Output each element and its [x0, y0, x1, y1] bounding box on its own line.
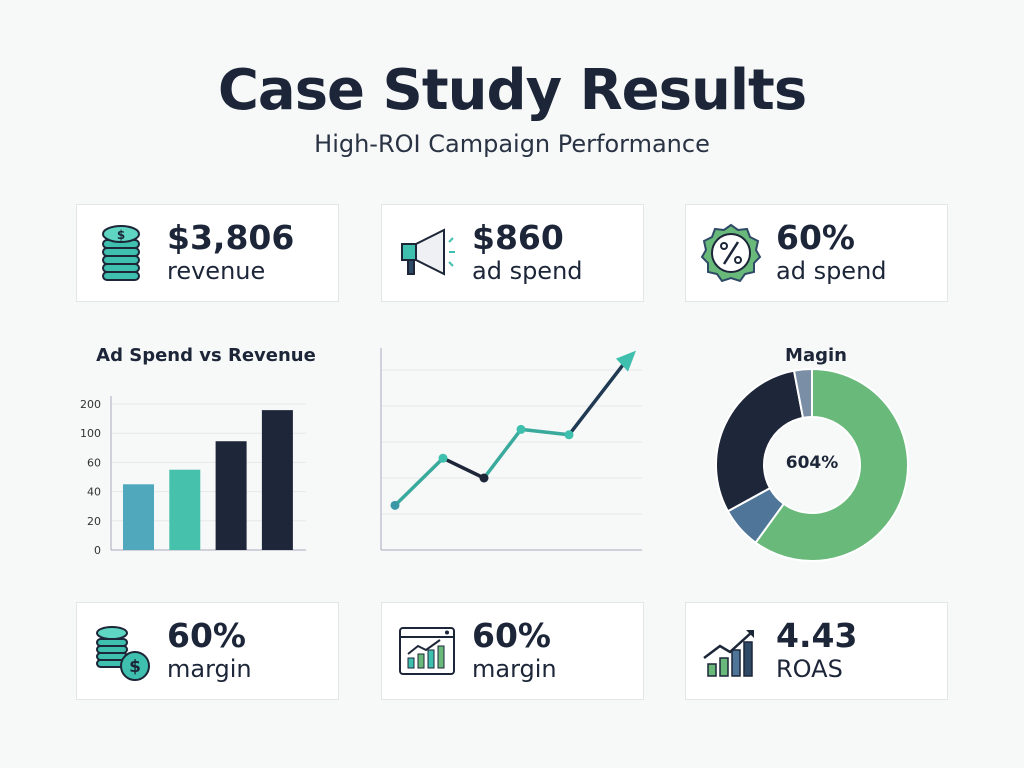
bar-chart-title: Ad Spend vs Revenue	[96, 345, 316, 366]
bar	[261, 410, 293, 550]
bar	[215, 441, 247, 550]
kpi-label: margin	[472, 655, 557, 683]
donut-slice	[792, 367, 813, 420]
data-point	[479, 473, 489, 483]
megaphone-icon	[401, 228, 455, 276]
donut-slice	[754, 367, 909, 562]
kpi-value: 60%	[776, 218, 855, 257]
y-tick-label: 100	[80, 427, 101, 440]
kpi-card-roas: 4.43 ROAS	[685, 602, 948, 700]
kpi-value: 4.43	[776, 616, 858, 655]
donut-slice	[715, 369, 805, 513]
kpi-label: revenue	[167, 257, 266, 285]
growth-bars-icon	[703, 630, 754, 677]
kpi-value: $3,806	[167, 218, 295, 257]
kpi-value: 60%	[472, 616, 551, 655]
svg-text:$: $	[117, 228, 125, 242]
data-point	[438, 453, 448, 463]
percent-badge-icon	[700, 223, 762, 283]
kpi-card-margin: $ 60% margin	[76, 602, 339, 700]
coin-stack-icon: $	[102, 225, 140, 281]
y-tick-label: 60	[87, 456, 101, 469]
data-point	[516, 424, 526, 434]
kpi-card-margin-2: 60% margin	[381, 602, 644, 700]
kpi-card-percent: 60% ad spend	[685, 204, 948, 302]
y-tick-label: 0	[94, 544, 101, 557]
browser-chart-icon	[399, 627, 455, 675]
bar	[123, 484, 154, 550]
line-segment	[441, 456, 486, 480]
kpi-label: ad spend	[472, 257, 583, 285]
y-tick-label: 20	[87, 515, 101, 528]
kpi-label: ad spend	[776, 257, 887, 285]
page-title: Case Study Results	[217, 58, 807, 123]
data-point	[390, 500, 400, 510]
kpi-label: ROAS	[776, 655, 843, 683]
kpi-card-revenue: $ $3,806 revenue	[76, 204, 339, 302]
kpi-card-ad-spend: $860 ad spend	[381, 204, 644, 302]
line-segment	[393, 456, 445, 508]
bar	[169, 469, 201, 550]
data-point	[564, 430, 574, 440]
page-subtitle: High-ROI Campaign Performance	[314, 130, 710, 158]
y-tick-label: 200	[80, 398, 101, 411]
svg-text:$: $	[129, 657, 141, 677]
kpi-label: margin	[167, 655, 252, 683]
kpi-value: $860	[472, 218, 564, 257]
line-segment	[567, 361, 626, 437]
line-segment	[482, 427, 523, 480]
line-segment	[519, 427, 571, 437]
donut-chart-title: Magin	[785, 345, 847, 366]
donut-center-label: 604%	[785, 453, 839, 473]
y-tick-label: 40	[87, 486, 101, 499]
coins-dollar-icon: $	[96, 626, 150, 681]
trend-arrowhead	[616, 350, 636, 372]
kpi-value: 60%	[167, 616, 246, 655]
